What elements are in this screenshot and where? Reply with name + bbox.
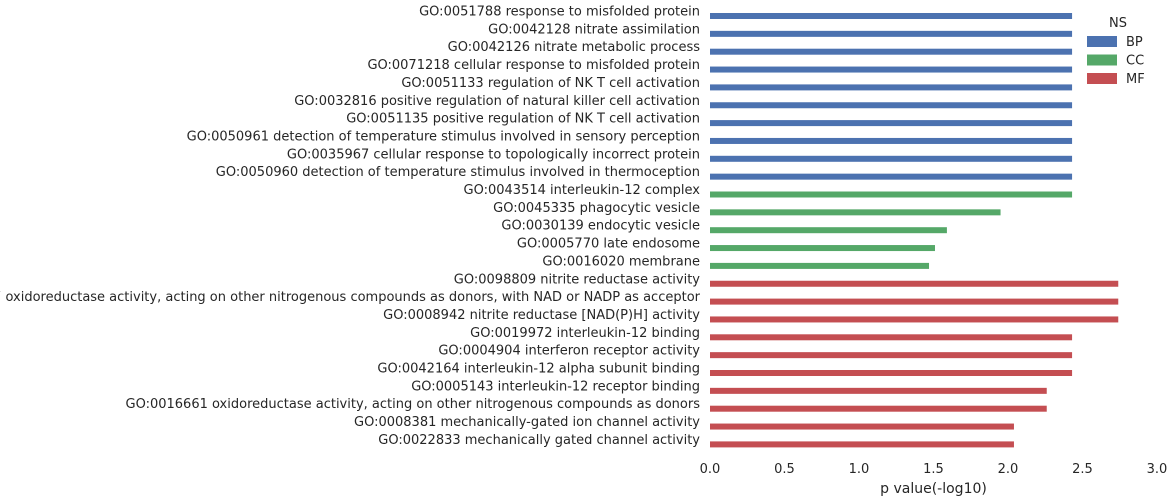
- x-tick-label: 3.0: [1147, 462, 1168, 477]
- bar-cc: [710, 227, 947, 234]
- bar-mf: [710, 352, 1073, 359]
- bar-bp: [710, 66, 1073, 73]
- x-tick-label: 1.0: [849, 462, 870, 477]
- x-axis-title: p value(-log10): [880, 481, 987, 497]
- category-label: GO:0071218 cellular response to misfolde…: [367, 58, 700, 73]
- category-label: GO:0019972 interleukin-12 binding: [470, 326, 700, 341]
- bar-mf: [710, 316, 1119, 323]
- category-labels: GO:0051788 response to misfolded protein…: [0, 5, 701, 448]
- bar-bp: [710, 120, 1073, 127]
- legend-swatch-mf: [1087, 73, 1117, 84]
- bar-bp: [710, 84, 1073, 91]
- bar-bp: [710, 30, 1073, 37]
- x-tick-label: 1.5: [923, 462, 944, 477]
- bar-bp: [710, 173, 1073, 180]
- category-label: GO:0042128 nitrate assimilation: [488, 22, 700, 37]
- category-label: GO:0051135 positive regulation of NK T c…: [346, 112, 700, 127]
- category-label: GO:0050961 detection of temperature stim…: [187, 129, 700, 144]
- legend-swatch-cc: [1087, 54, 1117, 66]
- bar-mf: [710, 298, 1119, 305]
- bar-cc: [710, 209, 1001, 216]
- legend-label-cc: CC: [1126, 54, 1144, 69]
- bar-bp: [710, 155, 1073, 162]
- category-label: GO:0030139 endocytic vesicle: [501, 219, 700, 234]
- bar-bp: [710, 48, 1073, 55]
- legend: NS BP CC MF: [1087, 16, 1145, 87]
- bar-mf: [710, 423, 1014, 430]
- bar-mf: [710, 370, 1073, 376]
- bar-mf: [710, 334, 1073, 341]
- x-tick-label: 0.0: [700, 462, 721, 477]
- category-label: GO:0008381 mechanically-gated ion channe…: [354, 415, 700, 430]
- x-tick-labels: 0.0 0.5 1.0 1.5 2.0 2.5 3.0: [700, 462, 1168, 477]
- bars-group: [710, 13, 1119, 448]
- bar-bp: [710, 102, 1073, 109]
- bar-bp: [710, 13, 1073, 19]
- category-label: GO:0016661 oxidoreductase activity, acti…: [126, 397, 701, 412]
- category-label: GO:0051133 regulation of NK T cell activ…: [401, 76, 700, 91]
- x-tick-label: 2.0: [998, 462, 1019, 477]
- category-label: GO:0004904 interferon receptor activity: [438, 344, 700, 359]
- category-label: GO:0050960 detection of temperature stim…: [216, 165, 700, 180]
- category-label: GO:0035967 cellular response to topologi…: [287, 147, 700, 162]
- legend-label-mf: MF: [1126, 72, 1145, 87]
- x-tick-label: 2.5: [1072, 462, 1093, 477]
- bar-mf: [710, 280, 1119, 287]
- legend-title: NS: [1109, 16, 1127, 31]
- bar-bp: [710, 137, 1073, 144]
- category-label: GO:0008942 nitrite reductase [NAD(P)H] a…: [383, 308, 700, 323]
- bar-mf: [710, 441, 1014, 448]
- bar-mf: [710, 387, 1047, 394]
- category-label: GO:0045335 phagocytic vesicle: [493, 201, 700, 216]
- legend-swatch-bp: [1087, 36, 1117, 47]
- category-label: GO:0098809 nitrite reductase activity: [454, 272, 701, 287]
- bar-cc: [710, 191, 1073, 198]
- bar-cc: [710, 262, 930, 269]
- legend-label-bp: BP: [1126, 35, 1143, 50]
- category-label: GO:0016020 membrane: [542, 254, 700, 269]
- bar-mf: [710, 405, 1047, 412]
- bar-cc: [710, 245, 935, 252]
- category-label: GO:0022833 mechanically gated channel ac…: [378, 433, 700, 448]
- category-label: GO:0046857 oxidoreductase activity, acti…: [0, 290, 701, 305]
- category-label: GO:0042126 nitrate metabolic process: [448, 40, 701, 55]
- category-label: GO:0051788 response to misfolded protein: [419, 5, 700, 20]
- category-label: GO:0043514 interleukin-12 complex: [464, 183, 701, 198]
- category-label: GO:0032816 positive regulation of natura…: [294, 94, 700, 109]
- category-label: GO:0005770 late endosome: [517, 237, 700, 252]
- category-label: GO:0005143 interleukin-12 receptor bindi…: [411, 379, 700, 394]
- x-tick-label: 0.5: [774, 462, 795, 477]
- category-label: GO:0042164 interleukin-12 alpha subunit …: [377, 362, 700, 377]
